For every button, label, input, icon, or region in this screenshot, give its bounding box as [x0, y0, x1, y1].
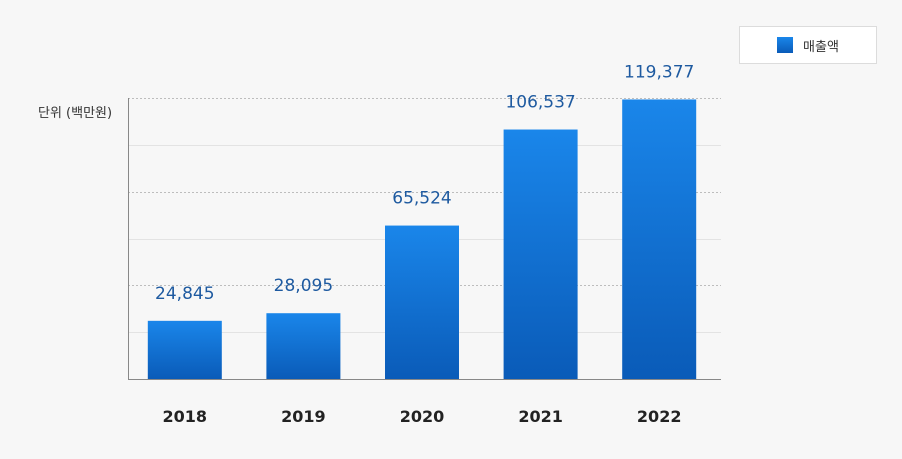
- bars: [147, 99, 697, 379]
- x-tick-2021: 2021: [518, 407, 563, 426]
- x-tick-2019: 2019: [281, 407, 326, 426]
- y-axis-unit-label: 단위 (백만원): [38, 106, 113, 121]
- value-label-2022: 119,377: [624, 62, 694, 82]
- value-labels: 24,845 28,095 65,524 106,537 119,377: [155, 62, 694, 303]
- bar-2022: [622, 99, 697, 379]
- axes: [128, 98, 721, 380]
- legend-label: 매출액: [803, 39, 839, 55]
- bar-2021: [503, 129, 578, 379]
- bar-2020: [385, 225, 459, 379]
- bar-2018: [147, 320, 222, 379]
- value-label-2020: 65,524: [392, 189, 451, 209]
- value-label-2019: 28,095: [274, 276, 333, 296]
- x-tick-labels: 2018 2019 2020 2021 2022: [163, 407, 682, 426]
- x-tick-2020: 2020: [400, 407, 445, 426]
- legend: 매출액: [739, 26, 877, 64]
- x-tick-2022: 2022: [637, 407, 682, 426]
- value-label-2018: 24,845: [155, 284, 214, 304]
- bar-2019: [266, 313, 341, 379]
- value-label-2021: 106,537: [505, 93, 575, 113]
- x-tick-2018: 2018: [163, 407, 208, 426]
- legend-swatch: [777, 37, 794, 53]
